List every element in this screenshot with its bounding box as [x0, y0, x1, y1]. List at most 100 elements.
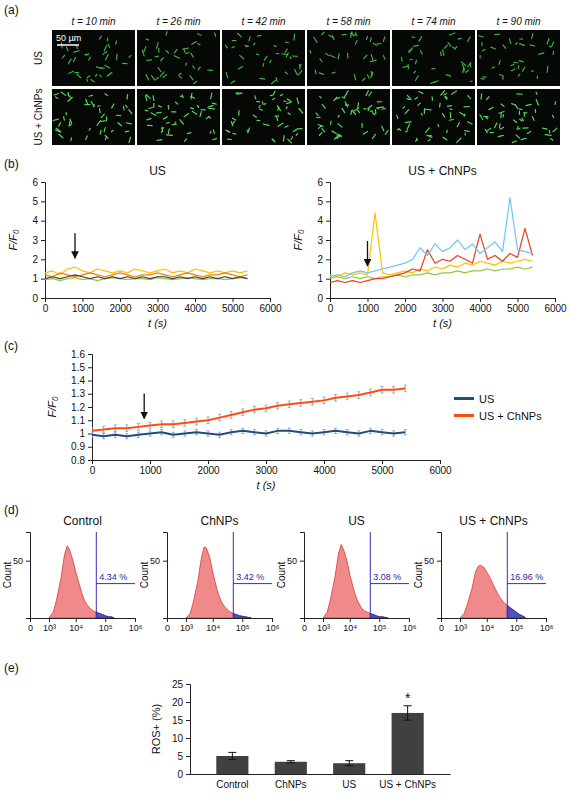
- cell-streak: [443, 50, 444, 55]
- axis-line: [331, 299, 556, 303]
- cell-streak: [382, 108, 385, 110]
- cell-streak: [518, 74, 520, 76]
- cell-streak: [545, 134, 551, 136]
- cell-streak: [519, 108, 522, 110]
- tick: ChNPs: [275, 774, 307, 790]
- series-line: [330, 197, 533, 276]
- cell-streak: [484, 116, 488, 117]
- tick: 6000: [429, 460, 452, 476]
- cell-streak: [246, 45, 249, 47]
- tick-mark: [186, 720, 190, 721]
- tick: 1.6: [71, 349, 92, 360]
- cell-streak: [105, 55, 108, 60]
- tick-label: 10: [172, 733, 184, 744]
- axis-left: 50: [150, 533, 168, 619]
- tick-label: 1: [79, 428, 85, 439]
- cell-streak: [68, 94, 71, 97]
- cell-streak: [125, 130, 128, 132]
- cell-streak: [503, 45, 506, 48]
- tick-mark: [326, 182, 330, 183]
- tick-label: 1.2: [71, 402, 85, 413]
- cell-streak: [180, 96, 182, 98]
- legend-label: US + ChNPs: [479, 410, 542, 422]
- cell-streak: [75, 72, 79, 73]
- cell-streak: [276, 53, 279, 54]
- cell-streak: [338, 134, 341, 136]
- cell-streak: [163, 74, 167, 77]
- cell-streak: [276, 78, 277, 82]
- cell-streak: [168, 105, 169, 109]
- tick-mark: [300, 561, 304, 562]
- cell-streak: [366, 91, 368, 96]
- cell-streak: [232, 47, 234, 48]
- annotation: *: [405, 690, 411, 706]
- error-bar: [228, 752, 236, 759]
- line-chart: 01000200030004000500060000123456USt (s)F…: [4, 157, 282, 329]
- axis-line: [26, 533, 31, 619]
- tick-label: 0: [317, 293, 323, 304]
- tick-mark: [88, 434, 92, 435]
- cell-streak: [407, 95, 411, 99]
- gate-line: [233, 532, 234, 618]
- tick: US: [342, 774, 356, 790]
- cell-streak: [498, 135, 503, 136]
- cell-streak: [162, 127, 164, 129]
- cell-streak: [418, 103, 421, 105]
- gated-area: [507, 605, 525, 618]
- cell-streak: [537, 76, 538, 78]
- cell-streak: [322, 104, 325, 108]
- tick-mark: [518, 298, 519, 302]
- cell-streak: [446, 96, 448, 98]
- cell-streak: [444, 94, 447, 95]
- cell-streak: [520, 44, 525, 46]
- axis-bottom: 0100020003000400050006000: [328, 298, 567, 314]
- cell-streak: [66, 47, 68, 51]
- cell-streak: [416, 76, 419, 81]
- cell-streak: [206, 116, 209, 118]
- tick: 10³: [180, 618, 193, 633]
- cell-streak: [366, 37, 368, 40]
- cell-streak: [447, 105, 451, 107]
- cell-streak: [440, 52, 442, 56]
- line-chart: 01000200030004000500060000.80.911.11.21.…: [4, 339, 542, 491]
- tick-label: 1000: [357, 303, 380, 314]
- cell-streak: [355, 40, 357, 44]
- tick-mark: [272, 618, 273, 622]
- axis-line: [41, 183, 46, 299]
- cell-streak: [107, 73, 112, 77]
- plot-area: [460, 532, 546, 618]
- cell-streak: [421, 51, 423, 54]
- micrograph: [137, 30, 220, 86]
- cell-streak: [421, 113, 422, 115]
- cell-streak: [91, 102, 94, 107]
- tick-mark: [233, 298, 234, 302]
- tick-mark: [437, 561, 441, 562]
- cell-streak: [274, 46, 276, 47]
- cell-streak: [56, 97, 58, 98]
- cell-streak: [354, 75, 355, 80]
- micrograph: [52, 89, 135, 145]
- tick-label: 5000: [222, 303, 245, 314]
- tick-mark: [88, 420, 92, 421]
- cell-streak: [446, 75, 450, 77]
- cell-streak: [403, 66, 408, 68]
- cell-streak: [406, 131, 408, 132]
- cell-streak: [499, 75, 503, 76]
- y-axis-title: ROS+ (%): [150, 704, 162, 754]
- tick-mark: [88, 407, 92, 408]
- tick-label: 3: [32, 235, 38, 246]
- cell-streak: [151, 113, 156, 116]
- cell-streak: [462, 64, 463, 67]
- axis-bottom: 0100020003000400050006000: [90, 460, 452, 476]
- cell-streak: [536, 92, 538, 94]
- tick-label: 50: [150, 556, 160, 566]
- cell-streak: [428, 139, 430, 141]
- cell-streak: [371, 55, 373, 60]
- cell-streak: [248, 128, 250, 133]
- cell-streak: [105, 94, 108, 96]
- cell-streak: [511, 69, 515, 71]
- cell-streak: [87, 76, 90, 78]
- cell-streak: [297, 98, 299, 103]
- cell-streak: [167, 134, 173, 136]
- cell-streak: [168, 129, 170, 133]
